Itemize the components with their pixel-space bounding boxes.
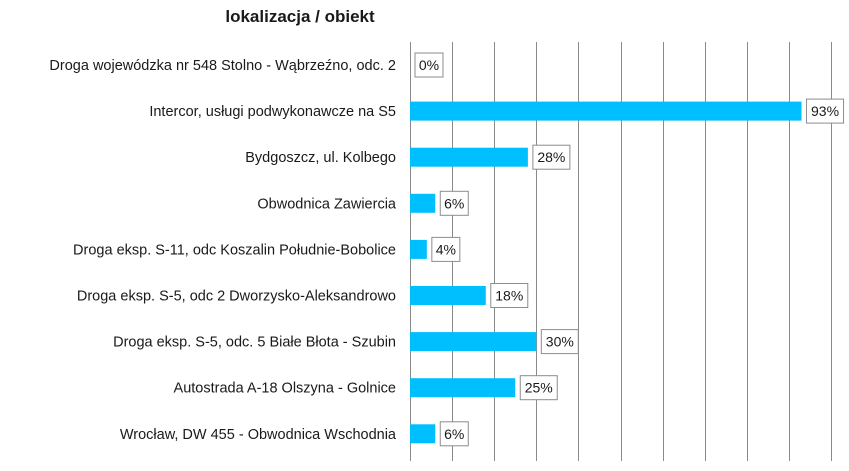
- data-label-box: [540, 329, 579, 355]
- bar: [410, 332, 537, 352]
- bar: [410, 101, 802, 121]
- data-label: 18%: [495, 288, 523, 304]
- bar: [410, 147, 528, 167]
- data-label: 30%: [546, 334, 574, 350]
- bar-layer: [410, 101, 802, 444]
- data-label-box: [414, 52, 444, 78]
- category-label: Wrocław, DW 455 - Obwodnica Wschodnia: [120, 427, 397, 443]
- data-label: 0%: [419, 57, 439, 73]
- data-label-box: [519, 375, 558, 401]
- data-label: 6%: [444, 426, 464, 442]
- category-label: Obwodnica Zawiercia: [257, 196, 397, 212]
- category-label: Droga eksp. S-11, odc Koszalin Południe-…: [73, 242, 396, 258]
- data-label: 28%: [537, 149, 565, 165]
- data-label-box: [532, 144, 571, 170]
- category-label: Droga eksp. S-5, odc 2 Dworzysko-Aleksan…: [77, 289, 396, 305]
- data-label: 6%: [444, 195, 464, 211]
- data-label: 25%: [525, 380, 553, 396]
- data-label: 4%: [436, 241, 456, 257]
- chart-title: lokalizacja / obiekt: [225, 7, 375, 26]
- bar: [410, 239, 427, 259]
- label-layer: Droga wojewódzka nr 548 Stolno - Wąbrzeź…: [49, 52, 845, 447]
- category-label: Autostrada A-18 Olszyna - Golnice: [174, 381, 396, 397]
- category-label: Droga wojewódzka nr 548 Stolno - Wąbrzeź…: [49, 58, 396, 74]
- category-label: Intercor, usługi podwykonawcze na S5: [149, 104, 396, 120]
- data-label-box: [439, 190, 469, 216]
- data-label: 93%: [811, 103, 839, 119]
- category-label: Droga eksp. S-5, odc. 5 Białe Błota - Sz…: [113, 335, 396, 351]
- data-label-box: [439, 421, 469, 447]
- bar: [410, 378, 516, 398]
- bar: [410, 286, 486, 305]
- bar: [410, 424, 436, 444]
- bar: [410, 193, 436, 213]
- category-label: Bydgoszcz, ul. Kolbego: [245, 150, 396, 166]
- data-label-box: [490, 283, 529, 308]
- data-label-box: [431, 236, 461, 262]
- data-label-box: [806, 98, 845, 124]
